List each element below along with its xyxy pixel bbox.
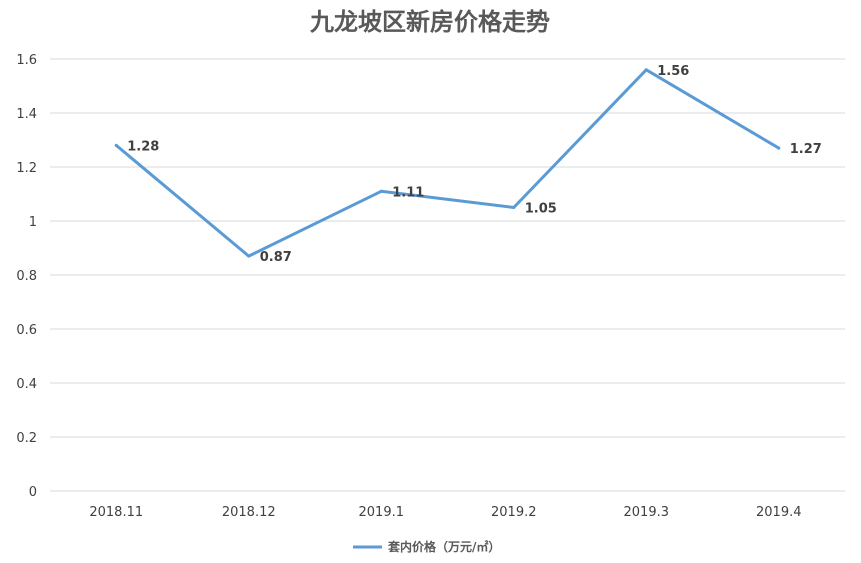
x-tick-label: 2018.11 [89,505,143,520]
data-point[interactable] [247,254,251,258]
x-axis-ticks: 2018.11 2018.12 2019.1 2019.2 2019.3 2019.4 [89,505,801,520]
series-layer [114,68,781,258]
data-labels: 1.28 0.87 1.11 1.05 1.56 1.27 [127,64,822,265]
data-point[interactable] [777,146,781,150]
y-tick-label: 1.2 [16,161,37,176]
data-point[interactable] [644,68,648,72]
x-tick-label: 2019.4 [756,505,802,520]
y-tick-label: 1 [29,215,37,230]
y-tick-label: 0 [29,485,37,500]
y-tick-label: 0.2 [16,431,37,446]
data-label: 0.87 [260,250,292,265]
data-point[interactable] [379,189,383,193]
gridlines [50,58,845,492]
x-tick-label: 2019.1 [359,505,405,520]
chart-title: 九龙坡区新房价格走势 [309,8,550,36]
y-tick-label: 1.6 [16,53,37,68]
data-point[interactable] [114,143,118,147]
x-tick-label: 2018.12 [222,505,276,520]
data-label: 1.11 [392,185,424,200]
y-tick-label: 0.4 [16,377,37,392]
data-label: 1.56 [657,64,689,79]
data-label: 1.05 [525,202,557,217]
x-tick-label: 2019.2 [491,505,537,520]
data-label: 1.27 [790,142,822,157]
y-tick-label: 0.8 [16,269,37,284]
data-point[interactable] [512,206,516,209]
y-tick-label: 1.4 [16,107,37,122]
series-line[interactable] [114,68,781,258]
y-tick-label: 0.6 [16,323,37,338]
legend[interactable]: 套内价格（万元/㎡） [353,539,500,554]
y-axis-ticks: 0 0.2 0.4 0.6 0.8 1 1.2 1.4 1.6 [16,53,37,500]
x-tick-label: 2019.3 [624,505,670,520]
data-label: 1.28 [127,139,159,154]
legend-label: 套内价格（万元/㎡） [387,539,500,554]
